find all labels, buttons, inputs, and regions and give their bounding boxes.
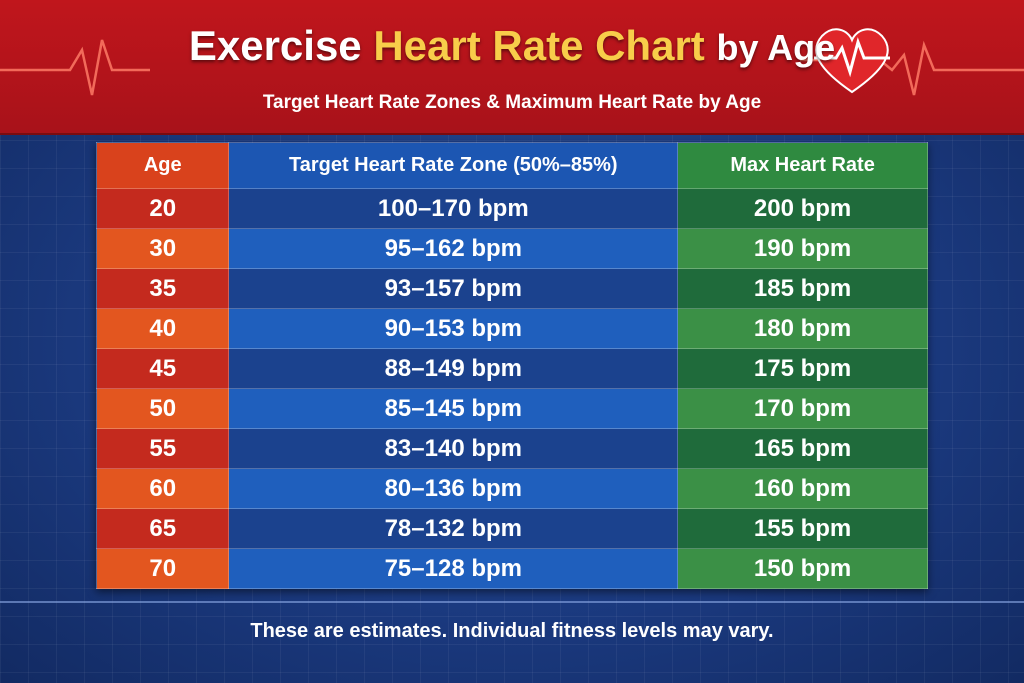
ecg-decoration [0, 28, 1024, 96]
divider [0, 601, 1024, 603]
table-cell: 80–136 bpm [228, 468, 679, 509]
table-cell: 65 [95, 508, 230, 549]
table-cell: 40 [95, 308, 230, 349]
table-cell: 185 bpm [677, 268, 928, 309]
table-cell: 90–153 bpm [228, 308, 679, 349]
title-part: Heart Rate Chart [373, 22, 705, 69]
title: Exercise Heart Rate Chart by Age [0, 22, 1024, 70]
table-cell: 175 bpm [677, 348, 928, 389]
table-row: 60 80–136 bpm 160 bpm [95, 468, 928, 509]
table-row: 65 78–132 bpm 155 bpm [95, 508, 928, 549]
table-cell: 95–162 bpm [228, 228, 679, 269]
table-row: 70 75–128 bpm 150 bpm [95, 548, 928, 589]
table-cell: 30 [95, 228, 230, 269]
table-cell: 35 [95, 268, 230, 309]
title-part: Exercise [188, 22, 362, 69]
table-cell: 83–140 bpm [228, 428, 679, 469]
table-row: 55 83–140 bpm 165 bpm [95, 428, 928, 469]
table-cell: 200 bpm [677, 188, 928, 229]
table-cell: 70 [95, 548, 230, 589]
table-cell: 165 bpm [677, 428, 928, 469]
table-cell: 75–128 bpm [228, 548, 679, 589]
table-cell: 78–132 bpm [228, 508, 679, 549]
heart-rate-table: Age Target Heart Rate Zone (50%–85%) Max H… [95, 142, 928, 589]
table-row: 30 95–162 bpm 190 bpm [95, 228, 928, 269]
subtitle: Target Heart Rate Zones & Maximum Heart … [262, 92, 762, 113]
table-row: 45 88–149 bpm 175 bpm [95, 348, 928, 389]
column-header: Age [95, 142, 230, 189]
table-cell: 160 bpm [677, 468, 928, 509]
table-cell: 150 bpm [677, 548, 928, 589]
column-header: Target Heart Rate Zone (50%–85%) [228, 142, 679, 189]
footer-note: These are estimates. Individual fitness … [250, 620, 774, 642]
table-cell: 50 [95, 388, 230, 429]
table-cell: 190 bpm [677, 228, 928, 269]
table-row: 35 93–157 bpm 185 bpm [95, 268, 928, 309]
table-cell: 60 [95, 468, 230, 509]
table-cell: 93–157 bpm [228, 268, 679, 309]
table-cell: 180 bpm [677, 308, 928, 349]
table-cell: 20 [95, 188, 230, 229]
table-cell: 45 [95, 348, 230, 389]
table-row: 50 85–145 bpm 170 bpm [95, 388, 928, 429]
column-header: Max Heart Rate [677, 142, 928, 189]
table-cell: 155 bpm [677, 508, 928, 549]
table-cell: 55 [95, 428, 230, 469]
table-row: 40 90–153 bpm 180 bpm [95, 308, 928, 349]
table-cell: 170 bpm [677, 388, 928, 429]
table-cell: 88–149 bpm [228, 348, 679, 389]
title-part: by Age [716, 27, 836, 68]
header-row: Age Target Heart Rate Zone (50%–85%) Max H… [95, 142, 928, 189]
table-row: 20 100–170 bpm 200 bpm [95, 188, 928, 229]
table-cell: 100–170 bpm [228, 188, 679, 229]
header-band: Exercise Heart Rate Chart by Age Target … [0, 0, 1024, 135]
table-cell: 85–145 bpm [228, 388, 679, 429]
